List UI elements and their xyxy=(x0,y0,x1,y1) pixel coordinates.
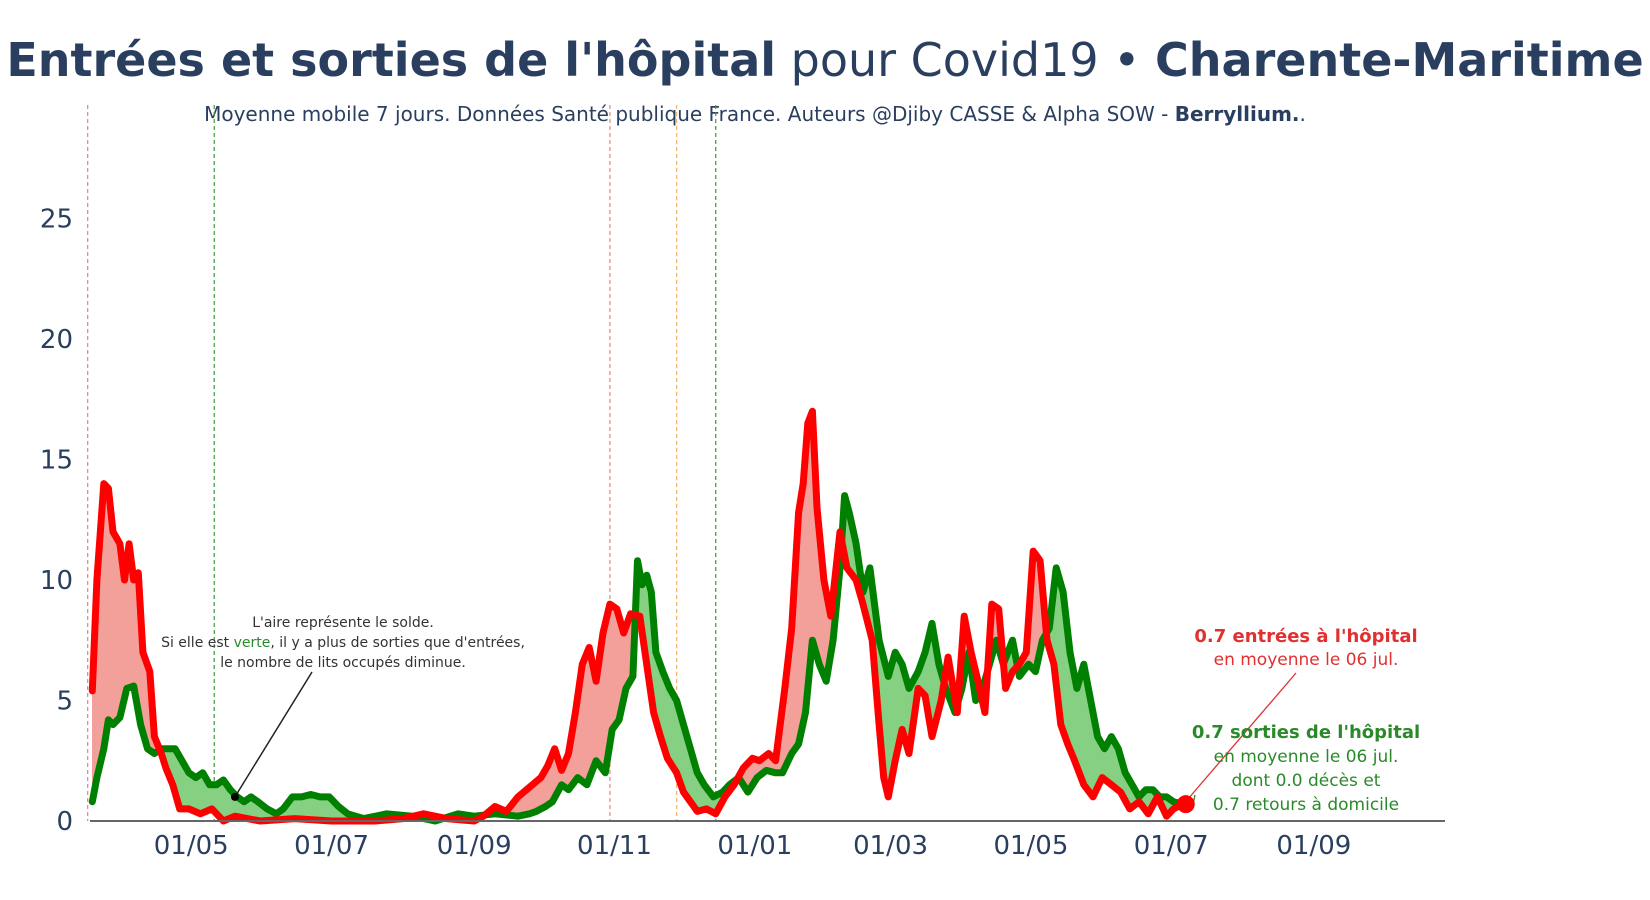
chart-title: Entrées et sorties de l'hôpital pour Cov… xyxy=(6,33,1643,87)
area-note-line1: L'aire représente le solde. xyxy=(252,615,434,631)
area-note-line3: le nombre de lits occupés diminue. xyxy=(220,655,466,671)
x-tick-label: 01/03 xyxy=(853,831,928,861)
balance-fill-segment xyxy=(115,534,118,723)
end-point-entrees xyxy=(1176,795,1195,814)
x-tick-label: 01/07 xyxy=(1134,831,1209,861)
x-tick-label: 01/11 xyxy=(577,831,652,861)
chart-subtitle-suffix: . xyxy=(1300,102,1306,126)
y-tick-label: 10 xyxy=(40,566,73,596)
chart-title-middle: pour Covid19 • xyxy=(776,33,1155,87)
balance-fill-segment xyxy=(584,652,588,786)
area-note-line2-start: Si elle est xyxy=(161,635,234,651)
balance-fill-segment xyxy=(586,647,590,785)
balance-fill-segment xyxy=(197,773,201,815)
balance-fill-segment xyxy=(105,485,109,735)
y-tick-label: 0 xyxy=(56,807,73,837)
x-tick-label: 01/01 xyxy=(717,831,792,861)
balance-fill-segment xyxy=(195,775,199,814)
entrees-label-line1: 0.7 entrées à l'hôpital xyxy=(1194,626,1417,647)
sorties-label-line2: en moyenne le 06 jul. xyxy=(1214,747,1399,767)
x-tick-label: 01/07 xyxy=(294,831,369,861)
y-axis-ticks: 0 5 10 15 20 25 xyxy=(40,204,73,837)
balance-fill-segment xyxy=(611,605,615,731)
balance-fill-segment xyxy=(110,510,114,726)
y-tick-label: 25 xyxy=(40,204,73,234)
x-tick-label: 01/09 xyxy=(1276,831,1351,861)
balance-fill-segment xyxy=(609,603,613,744)
y-tick-label: 15 xyxy=(40,445,73,475)
area-note-line2-green-word: verte xyxy=(234,635,271,651)
balance-fill-segment xyxy=(614,606,618,728)
chart-title-main: Entrées et sorties de l'hôpital xyxy=(6,33,776,87)
sorties-label-line1: 0.7 sorties de l'hôpital xyxy=(1192,722,1420,743)
x-axis-ticks: 01/05 01/07 01/09 01/11 01/01 01/03 01/05 01/07… xyxy=(154,831,1352,861)
balance-fill-segment xyxy=(669,687,673,767)
area-note-line2-end: , il y a plus de sorties que d'entrées, xyxy=(270,635,525,651)
x-tick-label: 01/05 xyxy=(154,831,229,861)
sorties-label-line4: 0.7 retours à domicile xyxy=(1213,795,1399,815)
end-annotations: 0.7 entrées à l'hôpital en moyenne le 06… xyxy=(1176,626,1420,815)
x-tick-label: 01/09 xyxy=(437,831,512,861)
x-tick-label: 01/05 xyxy=(993,831,1068,861)
sorties-label-line3: dont 0.0 décès et xyxy=(1232,771,1381,791)
entrees-arrow xyxy=(1188,672,1297,799)
entrees-label-line2: en moyenne le 06 jul. xyxy=(1214,650,1399,670)
balance-fill-segment xyxy=(112,530,116,726)
chart-subtitle-brand: Berryllium. xyxy=(1175,102,1300,126)
y-tick-label: 20 xyxy=(40,325,73,355)
chart-title-region: Charente-Maritime xyxy=(1155,33,1644,87)
area-annotation: L'aire représente le solde. Si elle est … xyxy=(161,615,525,801)
y-tick-label: 5 xyxy=(56,686,73,716)
area-note-arrow xyxy=(234,671,313,798)
balance-fill-segment xyxy=(193,775,197,813)
chart-subtitle-text: Moyenne mobile 7 jours. Données Santé pu… xyxy=(204,102,1175,126)
balance-fill-segment xyxy=(121,561,125,708)
chart-subtitle: Moyenne mobile 7 jours. Données Santé pu… xyxy=(204,102,1306,126)
area-note-dot xyxy=(230,792,239,801)
area-note-line2: Si elle est verte, il y a plus de sortie… xyxy=(161,635,525,651)
balance-fill-segment xyxy=(133,575,137,699)
series-line-sorties xyxy=(88,492,1187,825)
